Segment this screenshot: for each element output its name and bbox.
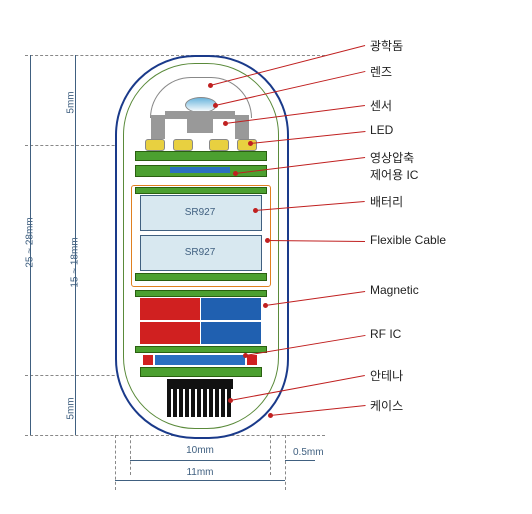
magnetic-s1 [201,298,261,320]
label-led: LED [370,123,393,137]
led-2 [173,139,193,151]
label-sensor: 센서 [370,97,392,114]
diagram-area: 25 ~ 28mm 5mm 15 ~ 18mm 5mm SR927 SR927 [15,15,365,495]
compression-ic [170,167,230,173]
antenna-comb [167,389,171,417]
magnetic-s2 [201,322,261,344]
dim-top-height-label: 5mm [66,91,77,113]
rf-side-r [247,355,257,365]
label-antenna: 안테나 [370,367,403,384]
magnetic-n1 [140,298,200,320]
magnetic-n2 [140,322,200,344]
pcb-magnetic-bottom [135,346,267,353]
dim-bottom-height-label: 5mm [66,397,77,419]
sensor-bridge [165,111,235,119]
dim-inner-width [130,460,270,461]
dim-wall [285,460,315,461]
pcb-battery-top [135,187,267,194]
leader-line [270,405,365,416]
label-compression: 영상압축제어용 IC [370,149,418,183]
led-3 [209,139,229,151]
antenna-base [167,379,233,389]
pcb-magnetic-top [135,290,267,297]
dim-mid-height-label: 15 ~ 18mm [70,237,81,287]
pcb-top [135,151,267,161]
dim-inner-width-label: 10mm [130,445,270,456]
label-case: 케이스 [370,397,403,414]
dim-outer-width [115,480,285,481]
battery-2-label: SR927 [140,247,260,258]
battery-1-label: SR927 [140,207,260,218]
dim-outer-width-label: 11mm [115,467,285,478]
led-1 [145,139,165,151]
rf-ic [155,355,245,365]
dim-wall-label: 0.5mm [293,447,343,458]
label-flex: Flexible Cable [370,233,446,247]
sensor-pillar-right [235,115,249,139]
pcb-rf [140,367,262,377]
label-battery: 배터리 [370,193,403,210]
sensor-pillar-left [151,115,165,139]
label-magnetic: Magnetic [370,283,419,297]
rf-side-l [143,355,153,365]
led-4 [237,139,257,151]
label-lens: 렌즈 [370,63,392,80]
dim-overall-height-label: 25 ~ 28mm [25,217,36,267]
pcb-battery-bottom [135,273,267,281]
label-optical_dome: 광학돔 [370,37,403,54]
sensor-body [187,119,213,133]
label-rf_ic: RF IC [370,327,401,341]
